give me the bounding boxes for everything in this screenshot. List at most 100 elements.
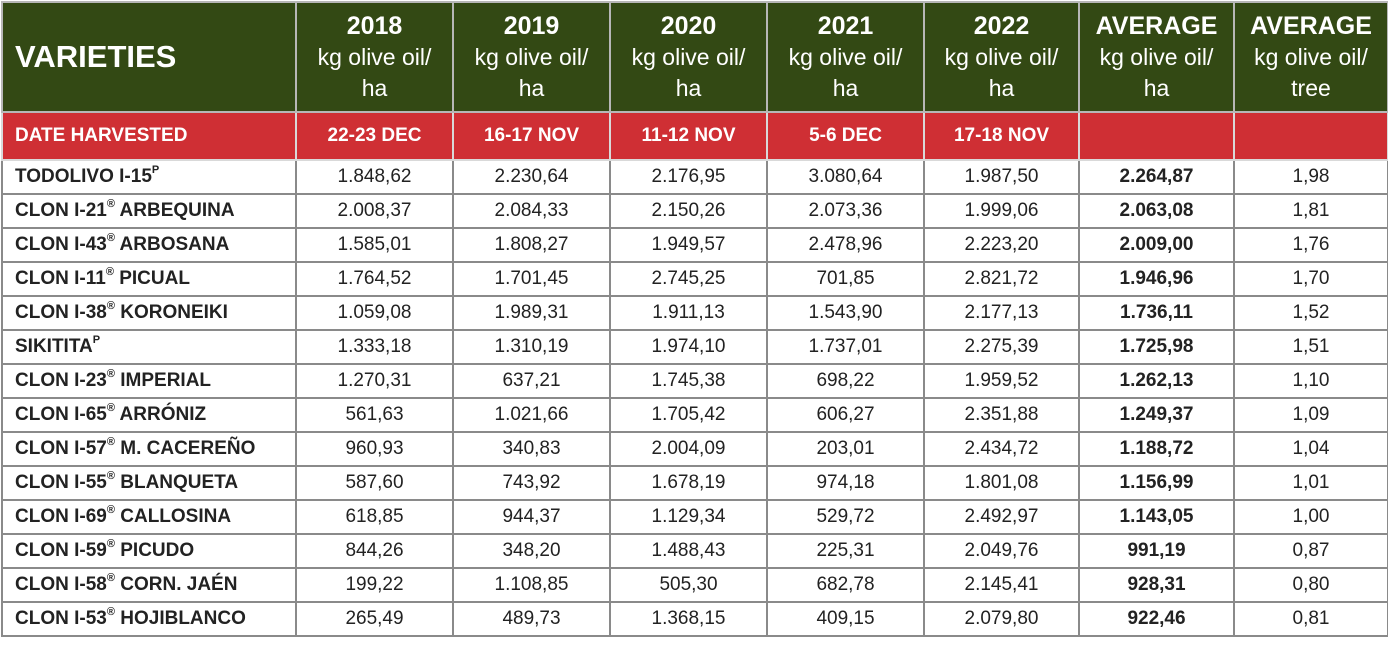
average-tree-cell: 1,51: [1233, 329, 1388, 365]
variety-mark: P: [92, 334, 101, 346]
column-header: AVERAGE kg olive oil/ha: [1078, 1, 1235, 113]
variety-name-cell: CLON I-21® ARBEQUINA: [1, 193, 297, 229]
column-header-unit: kg olive oil/: [474, 43, 589, 70]
variety-suffix: IMPERIAL: [114, 370, 212, 391]
yield-cell: 529,72: [766, 499, 925, 535]
variety-mark: ®: [106, 572, 115, 584]
yield-cell: 1.585,01: [295, 227, 454, 263]
yield-cell: 505,30: [609, 567, 768, 603]
yield-cell: 606,27: [766, 397, 925, 433]
date-harvested-row: DATE HARVESTED 22-23 DEC 16-17 NOV 11-12 N…: [1, 111, 1388, 161]
harvest-date-cell: 11-12 NOV: [609, 111, 768, 161]
yield-cell: 489,73: [452, 601, 611, 637]
yield-cell: 701,85: [766, 261, 925, 297]
column-header-unit: kg olive oil/: [1099, 43, 1214, 70]
column-header-unit-denominator: tree: [1291, 74, 1331, 101]
variety-name-cell: CLON I-43® ARBOSANA: [1, 227, 297, 263]
variety-mark: ®: [106, 402, 115, 414]
variety-suffix: BLANQUETA: [114, 472, 239, 493]
column-header-unit-denominator: ha: [518, 74, 545, 101]
variety-name-cell: CLON I-69® CALLOSINA: [1, 499, 297, 535]
yield-cell: 2.275,39: [923, 329, 1080, 365]
yield-cell: 1.543,90: [766, 295, 925, 331]
yield-cell: 1.801,08: [923, 465, 1080, 501]
yield-cell: 974,18: [766, 465, 925, 501]
column-header: 2021 kg olive oil/ha: [766, 1, 925, 113]
table-body: DATE HARVESTED 22-23 DEC 16-17 NOV 11-12 N…: [1, 111, 1388, 637]
yield-cell: 1.333,18: [295, 329, 454, 365]
variety-name: CLON I-38: [15, 302, 107, 323]
variety-name: TODOLIVO I-15: [15, 166, 152, 187]
variety-mark: ®: [106, 300, 115, 312]
table-row: CLON I-55® BLANQUETA 587,60 743,92 1.678,19…: [1, 465, 1388, 501]
yield-cell: 1.678,19: [609, 465, 768, 501]
average-tree-cell: 0,81: [1233, 601, 1388, 637]
harvest-date-cell: [1233, 111, 1388, 161]
variety-suffix: M. CACEREÑO: [114, 438, 256, 459]
column-header-title: 2019: [503, 11, 560, 40]
yield-cell: 1.108,85: [452, 567, 611, 603]
average-ha-cell: 922,46: [1078, 601, 1235, 637]
variety-suffix: ARBEQUINA: [114, 200, 235, 221]
variety-suffix: KORONEIKI: [114, 302, 228, 323]
yield-cell: 265,49: [295, 601, 454, 637]
column-header-unit: kg olive oil/: [317, 43, 432, 70]
column-header: 2018 kg olive oil/ha: [295, 1, 454, 113]
yield-cell: 1.989,31: [452, 295, 611, 331]
yield-cell: 1.764,52: [295, 261, 454, 297]
yield-cell: 2.821,72: [923, 261, 1080, 297]
yield-cell: 2.177,13: [923, 295, 1080, 331]
variety-mark: P: [151, 164, 160, 176]
yield-cell: 1.129,34: [609, 499, 768, 535]
yield-cell: 2.079,80: [923, 601, 1080, 637]
average-ha-cell: 1.736,11: [1078, 295, 1235, 331]
variety-mark: ®: [106, 232, 115, 244]
yield-cell: 944,37: [452, 499, 611, 535]
column-header-title: 2021: [817, 11, 874, 40]
yield-cell: 587,60: [295, 465, 454, 501]
yield-cell: 2.073,36: [766, 193, 925, 229]
yield-cell: 743,92: [452, 465, 611, 501]
table-row: SIKITITAP 1.333,18 1.310,19 1.974,10 1.737,0…: [1, 329, 1388, 365]
yield-cell: 1.848,62: [295, 159, 454, 195]
yield-cell: 2.745,25: [609, 261, 768, 297]
yield-cell: 225,31: [766, 533, 925, 569]
yield-cell: 2.084,33: [452, 193, 611, 229]
table-header: VARIETIES 2018 kg olive oil/ha 2019 kg oliv…: [1, 1, 1388, 113]
average-ha-cell: 928,31: [1078, 567, 1235, 603]
average-ha-cell: 2.063,08: [1078, 193, 1235, 229]
variety-mark: ®: [106, 368, 115, 380]
yield-cell: 1.808,27: [452, 227, 611, 263]
yield-cell: 199,22: [295, 567, 454, 603]
yield-cell: 1.488,43: [609, 533, 768, 569]
average-ha-cell: 2.264,87: [1078, 159, 1235, 195]
column-header-unit: kg olive oil/: [788, 43, 903, 70]
average-tree-cell: 1,10: [1233, 363, 1388, 399]
yield-cell: 637,21: [452, 363, 611, 399]
table-row: CLON I-57® M. CACEREÑO 960,93 340,83 2.004,…: [1, 431, 1388, 467]
variety-suffix: PICUAL: [113, 268, 190, 289]
olive-oil-yield-table: VARIETIES 2018 kg olive oil/ha 2019 kg oliv…: [1, 1, 1388, 637]
yield-cell: 844,26: [295, 533, 454, 569]
column-header-title: AVERAGE: [1250, 11, 1372, 40]
average-ha-cell: 1.188,72: [1078, 431, 1235, 467]
yield-cell: 1.310,19: [452, 329, 611, 365]
variety-name: CLON I-58: [15, 574, 107, 595]
column-header-unit: kg olive oil/: [944, 43, 1059, 70]
average-tree-cell: 1,09: [1233, 397, 1388, 433]
variety-mark: ®: [105, 266, 114, 278]
variety-mark: ®: [106, 538, 115, 550]
variety-name: CLON I-43: [15, 234, 107, 255]
variety-name-cell: SIKITITAP: [1, 329, 297, 365]
variety-name-cell: CLON I-53® HOJIBLANCO: [1, 601, 297, 637]
yield-cell: 1.270,31: [295, 363, 454, 399]
variety-name: CLON I-57: [15, 438, 107, 459]
yield-cell: 2.049,76: [923, 533, 1080, 569]
average-ha-cell: 1.249,37: [1078, 397, 1235, 433]
variety-mark: ®: [106, 436, 115, 448]
yield-cell: 1.021,66: [452, 397, 611, 433]
yield-cell: 1.059,08: [295, 295, 454, 331]
table-row: CLON I-69® CALLOSINA 618,85 944,37 1.129,34…: [1, 499, 1388, 535]
variety-name: CLON I-23: [15, 370, 107, 391]
variety-mark: ®: [106, 504, 115, 516]
